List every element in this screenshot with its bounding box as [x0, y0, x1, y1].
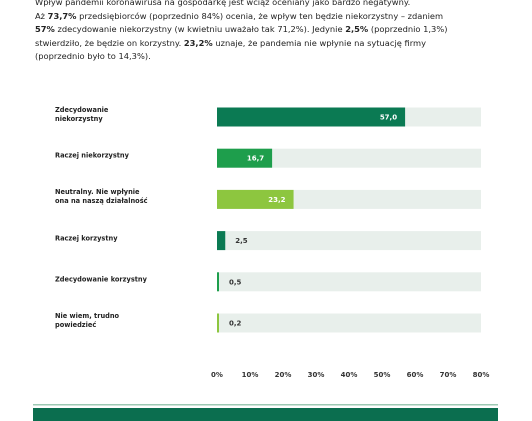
- value-label: 2,5: [235, 237, 248, 245]
- x-tick-label: 0%: [211, 371, 223, 379]
- x-tick-label: 70%: [440, 371, 457, 379]
- value-label: 0,5: [229, 278, 242, 286]
- value-label: 23,2: [268, 196, 285, 204]
- value-label: 16,7: [247, 155, 264, 163]
- text-run: Wpływ pandemii koronawirusa na gospodark…: [35, 0, 411, 7]
- x-tick-label: 20%: [275, 371, 292, 379]
- text-run: przedsiębiorców (poprzednio 84%) ocenia,…: [76, 10, 444, 21]
- bar: [217, 107, 406, 127]
- bar: [217, 313, 219, 333]
- intro-text: Wpływ pandemii koronawirusa na gospodark…: [35, 0, 515, 64]
- value-label: 57,0: [380, 114, 397, 122]
- text-line: stwierdziło, że będzie on korzystny. 23,…: [35, 37, 515, 51]
- text-line: (poprzednio było to 14,3%).: [35, 50, 515, 64]
- footer-band: [33, 408, 498, 421]
- text-run: stwierdziło, że będzie on korzystny.: [35, 37, 184, 48]
- text-line: Aż 73,7% przedsiębiorców (poprzednio 84%…: [35, 10, 515, 24]
- x-tick-label: 30%: [308, 371, 325, 379]
- text-run: uznaje, że pandemia nie wpłynie na sytua…: [212, 37, 426, 48]
- text-run: (poprzednio 1,3%): [368, 24, 448, 35]
- bar: [217, 189, 294, 209]
- category-label: Neutralny. Nie wpłynie ona na naszą dzia…: [55, 188, 148, 206]
- x-tick-label: 50%: [374, 371, 391, 379]
- bold-run: 73,7%: [47, 10, 77, 21]
- category-label: Zdecydowanie niekorzystny: [55, 106, 109, 123]
- category-label: Zdecydowanie korzystny: [55, 275, 147, 284]
- category-label: Raczej niekorzystny: [55, 151, 129, 160]
- value-label: 0,2: [229, 320, 242, 328]
- x-tick-label: 80%: [473, 371, 490, 379]
- bar: [217, 231, 226, 251]
- x-tick-label: 40%: [341, 371, 358, 379]
- bold-run: 57%: [35, 24, 55, 35]
- bold-run: 2,5%: [345, 24, 369, 35]
- bar-track: [217, 272, 481, 292]
- text-run: (poprzednio było to 14,3%).: [35, 51, 151, 62]
- bar-track: [217, 313, 481, 333]
- bold-run: 23,2%: [183, 37, 213, 48]
- bar-track: [217, 148, 481, 168]
- x-tick-label: 60%: [407, 371, 424, 379]
- text-run: Aż: [35, 10, 48, 21]
- bar-track: [217, 231, 481, 251]
- x-tick-label: 10%: [242, 371, 259, 379]
- category-label: Nie wiem, trudno powiedzieć: [55, 312, 120, 329]
- text-line: Wpływ pandemii koronawirusa na gospodark…: [35, 0, 515, 10]
- text-line: 57% zdecydowanie niekorzystny (w kwietni…: [35, 23, 515, 37]
- divider: [33, 404, 498, 406]
- bar: [217, 272, 219, 292]
- category-label: Raczej korzystny: [55, 234, 118, 243]
- bar: [217, 148, 273, 168]
- text-run: zdecydowanie niekorzystny (w kwietniu uw…: [54, 24, 346, 35]
